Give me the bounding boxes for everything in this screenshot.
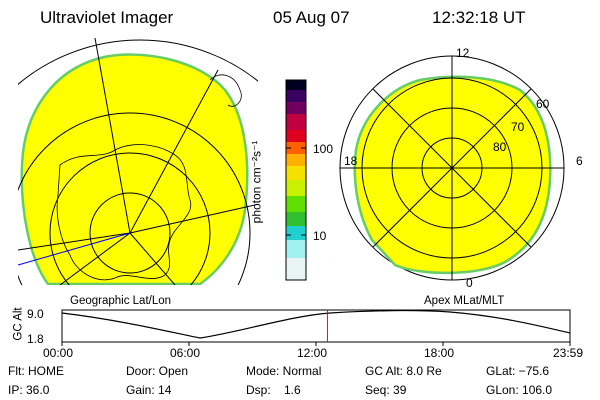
geographic-map-label: Geographic Lat/Lon [70, 295, 172, 307]
status-seq: Seq: 39 [365, 383, 407, 397]
lat-label-70: 70 [511, 120, 525, 134]
mlt-label-top: 12 [456, 46, 470, 60]
status-gcalt: GC Alt: 8.0 Re [365, 364, 442, 378]
status-flt: Flt: HOME [8, 364, 64, 378]
altitude-plot [61, 309, 571, 346]
apex-map [339, 55, 565, 281]
coastline [56, 144, 192, 281]
lat-label-60: 60 [536, 97, 550, 111]
date-label: 05 Aug 07 [273, 8, 350, 27]
colorbar-tick-10: 10 [313, 229, 327, 243]
apex-map-label: Apex MLat/MLT [424, 295, 505, 307]
mlt-label-bottom: 0 [466, 276, 473, 290]
status-dsp: Dsp: 1.6 [246, 383, 301, 397]
time-label: 12:32:18 UT [432, 8, 526, 27]
xtick-1800: 18:00 [424, 346, 455, 360]
status-gain: Gain: 14 [126, 383, 172, 397]
colorbar-unit-label: photon cm⁻²s⁻¹ [249, 140, 264, 224]
left-aurora-fill [20, 53, 249, 285]
altitude-ytick-min: 1.8 [27, 332, 44, 346]
mlt-label-right: 6 [576, 154, 583, 168]
colorbar-tick-100: 100 [313, 142, 334, 156]
xtick-2359: 23:59 [553, 346, 584, 360]
xtick-1200: 12:00 [297, 346, 328, 360]
xtick-0000: 00:00 [43, 346, 74, 360]
altitude-ytick-max: 9.0 [27, 307, 44, 321]
right-aurora-fill [353, 75, 552, 275]
mlt-label-left: 18 [344, 154, 358, 168]
colorbar [285, 79, 307, 281]
xtick-0600: 06:00 [170, 346, 201, 360]
instrument-title: Ultraviolet Imager [40, 8, 174, 27]
status-glat: GLat: −75.6 [486, 364, 550, 378]
altitude-ylabel: GC Alt [12, 307, 25, 341]
status-glon: GLon: 106.0 [486, 383, 553, 397]
lat-label-80: 80 [493, 140, 507, 154]
status-ip: IP: 36.0 [8, 383, 50, 397]
status-door: Door: Open [126, 364, 189, 378]
status-mode: Mode: Normal [246, 364, 322, 378]
